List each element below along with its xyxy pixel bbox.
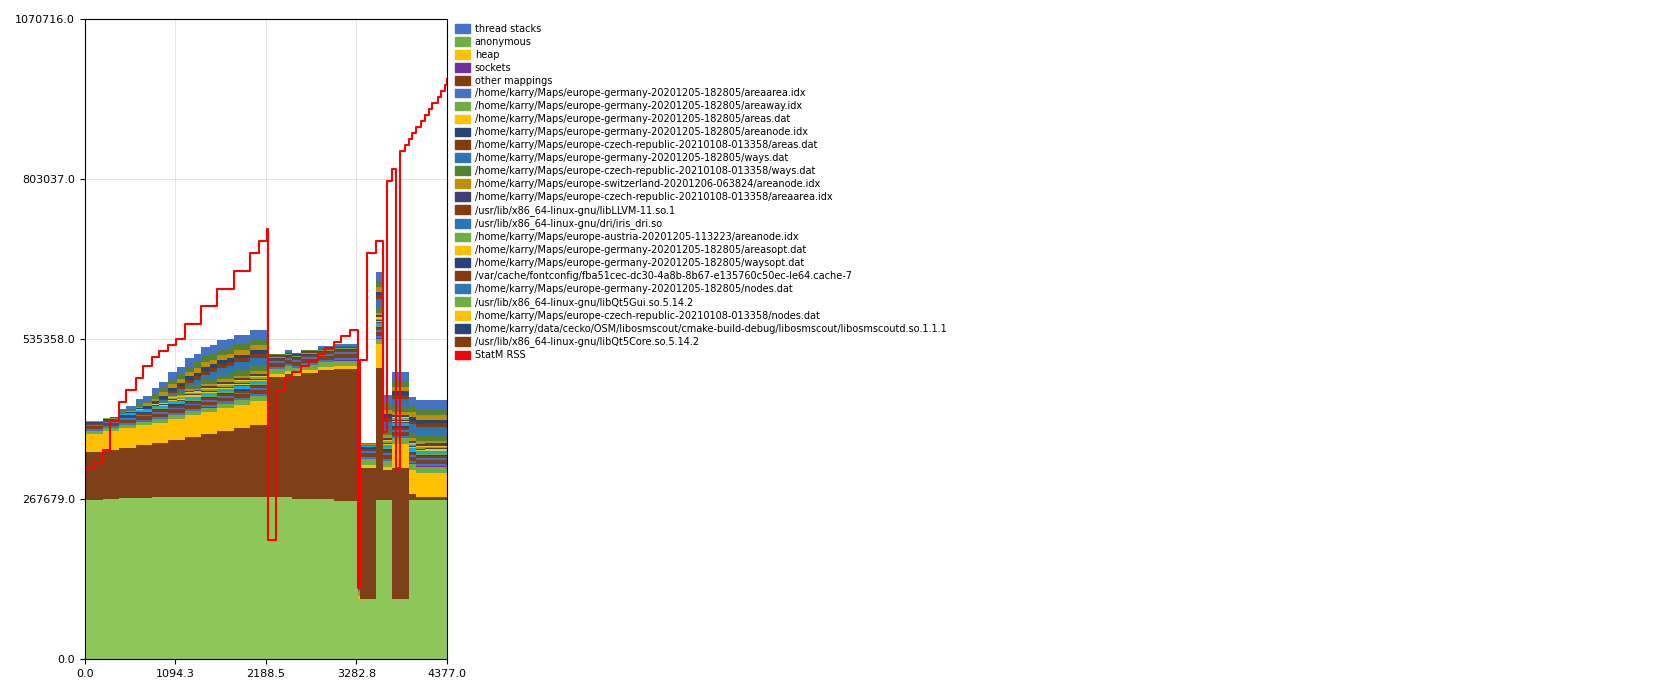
- Legend: thread stacks, anonymous, heap, sockets, other mappings, /home/karry/Maps/europe: thread stacks, anonymous, heap, sockets,…: [455, 24, 945, 360]
